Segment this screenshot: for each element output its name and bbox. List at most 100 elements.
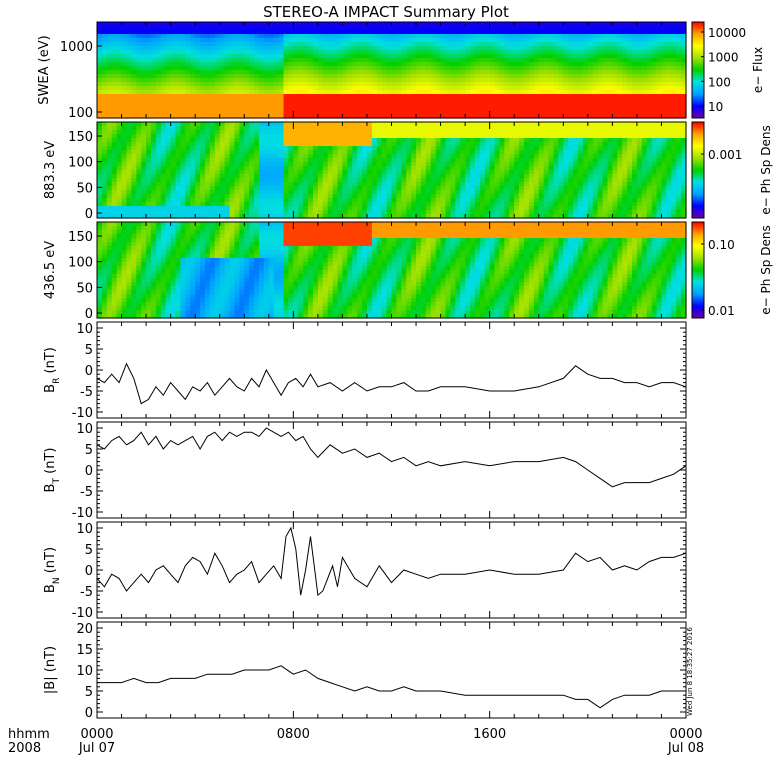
spectrogram-cell: [141, 42, 147, 47]
spectrogram-cell: [209, 102, 216, 107]
spectrogram-cell: [327, 178, 334, 183]
spectrogram-cell: [430, 62, 437, 67]
spectrogram-cell: [146, 178, 152, 183]
spectrogram-cell: [587, 38, 594, 43]
spectrogram-cell: [597, 98, 604, 103]
spectrogram-cell: [106, 74, 113, 79]
spectrogram-cell: [121, 58, 128, 63]
spectrogram-cell: [214, 182, 221, 187]
spectrogram-cell: [499, 206, 505, 211]
spectrogram-cell: [607, 94, 613, 99]
spectrogram-cell: [514, 62, 520, 67]
spectrogram-cell: [646, 110, 653, 115]
spectrogram-cell: [155, 210, 162, 215]
spectrogram-cell: [195, 142, 201, 147]
spectrogram-cell: [165, 82, 172, 87]
spectrogram-cell: [322, 190, 329, 195]
spectrogram-cell: [455, 102, 461, 107]
spectrogram-cell: [170, 46, 177, 51]
spectrogram-cell: [401, 98, 407, 103]
spectrogram-cell: [435, 106, 442, 111]
spectrogram-cell: [249, 162, 255, 167]
spectrogram-cell: [249, 54, 255, 59]
spectrogram-cell: [209, 126, 216, 131]
spectrogram-cell: [484, 186, 491, 191]
spectrogram-cell: [538, 90, 545, 95]
spectrogram-cell: [357, 162, 363, 167]
spectrogram-cell: [352, 34, 358, 39]
spectrogram-cell: [214, 38, 221, 43]
spectrogram-cell: [627, 50, 633, 55]
spectrogram-cell: [514, 138, 520, 143]
spectrogram-cell: [116, 114, 123, 119]
spectrogram-cell: [249, 38, 255, 43]
spectrogram-cell: [460, 62, 466, 67]
spectrogram-cell: [474, 62, 481, 67]
spectrogram-cell: [371, 38, 378, 43]
spectrogram-cell: [347, 114, 353, 119]
spectrogram-cell: [641, 110, 648, 115]
spectrogram-cell: [317, 134, 324, 139]
spectrogram-cell: [401, 78, 407, 83]
spectrogram-cell: [126, 86, 132, 91]
spectrogram-cell: [391, 214, 398, 219]
spectrogram-cell: [141, 214, 147, 219]
spectrogram-cell: [150, 58, 157, 63]
spectrogram-cell: [420, 198, 427, 203]
spectrogram-cell: [504, 186, 510, 191]
spectrogram-cell: [445, 46, 451, 51]
spectrogram-cell: [219, 138, 226, 143]
spectrogram-cell: [239, 210, 245, 215]
spectrogram-cell: [254, 126, 260, 131]
spectrogram-cell: [416, 98, 422, 103]
spectrogram-cell: [195, 74, 201, 79]
spectrogram-cell: [494, 54, 501, 59]
spectrogram-cell: [219, 130, 226, 135]
spectrogram-cell: [366, 30, 373, 35]
spectrogram-cell: [401, 150, 407, 155]
spectrogram-cell: [239, 82, 245, 87]
spectrogram-cell: [607, 50, 613, 55]
spectrogram-cell: [347, 174, 353, 179]
spectrogram-cell: [489, 82, 496, 87]
spectrogram-cell: [474, 106, 481, 111]
spectrogram-cell: [391, 206, 398, 211]
spectrogram-cell: [435, 110, 442, 115]
spectrogram-cell: [224, 102, 231, 107]
spectrogram-cell: [249, 166, 255, 171]
spectrogram-cell: [303, 90, 309, 95]
spectrogram-cell: [558, 46, 564, 51]
spectrogram-cell: [268, 82, 275, 87]
spectrogram-cell: [411, 122, 417, 127]
spectrogram-cell: [293, 86, 299, 91]
spectrogram-cell: [155, 78, 162, 83]
spectrogram-cell: [293, 178, 299, 183]
spectrogram-cell: [308, 182, 314, 187]
spectrogram-cell: [273, 102, 280, 107]
spectrogram-cell: [514, 146, 520, 151]
spectrogram-cell: [121, 110, 128, 115]
spectrogram-cell: [190, 126, 196, 131]
spectrogram-cell: [239, 182, 245, 187]
spectrogram-cell: [254, 198, 260, 203]
spectrogram-cell: [155, 194, 162, 199]
spectrogram-cell: [322, 50, 329, 55]
spectrogram-cell: [303, 70, 309, 75]
spectrogram-cell: [288, 138, 294, 143]
spectrogram-cell: [332, 158, 339, 163]
spectrogram-cell: [357, 154, 363, 159]
spectrogram-cell: [332, 162, 339, 167]
spectrogram-cell: [509, 198, 515, 203]
spectrogram-cell: [430, 90, 437, 95]
spectrogram-cell: [445, 98, 451, 103]
spectrogram-cell: [641, 82, 648, 87]
spectrogram-cell: [97, 42, 103, 47]
spectrogram-cell: [401, 62, 407, 67]
spectrogram-cell: [445, 78, 451, 83]
spectrogram-cell: [381, 166, 388, 171]
spectrogram-cell: [406, 102, 412, 107]
spectrogram-cell: [170, 178, 177, 183]
spectrogram-cell: [337, 94, 344, 99]
spectrogram-cell: [622, 98, 628, 103]
spectrogram-cell: [239, 186, 245, 191]
